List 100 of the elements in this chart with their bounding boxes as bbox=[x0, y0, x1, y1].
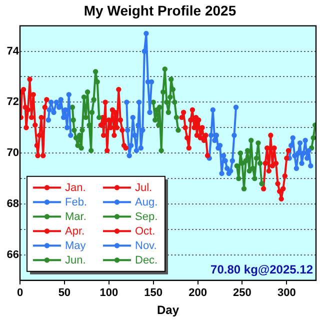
point bbox=[297, 140, 303, 146]
point bbox=[166, 110, 172, 115]
point bbox=[78, 145, 84, 151]
x-tick-label: 250 bbox=[233, 287, 252, 300]
point bbox=[83, 114, 88, 120]
point bbox=[228, 168, 234, 174]
point bbox=[233, 104, 239, 110]
point bbox=[46, 117, 52, 123]
point bbox=[208, 132, 214, 138]
y-tick-label: 68 bbox=[6, 198, 19, 210]
legend-label: Oct. bbox=[135, 226, 156, 238]
point bbox=[28, 114, 34, 120]
point bbox=[262, 160, 268, 166]
point bbox=[124, 100, 130, 105]
point bbox=[168, 94, 173, 100]
point bbox=[290, 135, 296, 140]
point bbox=[30, 92, 36, 98]
point bbox=[275, 181, 280, 186]
point bbox=[88, 148, 94, 154]
point bbox=[62, 107, 68, 112]
point bbox=[35, 153, 40, 158]
point bbox=[268, 132, 274, 138]
point bbox=[188, 117, 194, 123]
point bbox=[282, 173, 288, 179]
point bbox=[186, 145, 192, 151]
legend-label: Apr. bbox=[65, 226, 85, 238]
point bbox=[286, 148, 292, 154]
point bbox=[116, 86, 122, 92]
point bbox=[38, 114, 44, 120]
point bbox=[284, 156, 290, 161]
point bbox=[112, 132, 117, 138]
point bbox=[66, 92, 72, 98]
chart-title: My Weight Profile 2025 bbox=[84, 2, 236, 18]
point bbox=[68, 132, 74, 138]
point bbox=[280, 186, 286, 192]
point bbox=[294, 166, 300, 171]
point bbox=[270, 163, 276, 168]
point bbox=[230, 158, 236, 164]
point bbox=[266, 168, 272, 174]
point bbox=[182, 125, 188, 130]
legend-label: Jul. bbox=[135, 182, 152, 194]
legend-label: Feb. bbox=[65, 196, 88, 209]
point bbox=[224, 166, 230, 171]
y-tick-label: 74 bbox=[6, 45, 20, 58]
point bbox=[200, 125, 205, 130]
point bbox=[241, 186, 247, 192]
point bbox=[299, 160, 304, 166]
y-tick-label: 72 bbox=[6, 96, 19, 108]
x-tick-label: 0 bbox=[16, 287, 24, 300]
point bbox=[260, 186, 266, 192]
annotation: 70.80 kg@2025.12 bbox=[210, 262, 314, 277]
point bbox=[259, 181, 264, 186]
point bbox=[248, 138, 254, 143]
point bbox=[51, 110, 56, 115]
point bbox=[210, 107, 216, 112]
point bbox=[123, 145, 128, 151]
point bbox=[40, 153, 46, 158]
point bbox=[243, 158, 248, 164]
point bbox=[24, 125, 29, 130]
point bbox=[70, 104, 76, 110]
point bbox=[238, 150, 244, 156]
point bbox=[246, 168, 252, 174]
point bbox=[104, 148, 110, 154]
point bbox=[174, 114, 180, 120]
point bbox=[204, 153, 210, 158]
point bbox=[138, 145, 144, 151]
point bbox=[75, 142, 80, 148]
point bbox=[254, 156, 260, 161]
legend-label: Jun. bbox=[65, 254, 86, 267]
point bbox=[89, 110, 95, 115]
x-tick-label: 50 bbox=[58, 287, 71, 300]
point bbox=[124, 128, 130, 133]
point bbox=[54, 100, 60, 105]
point bbox=[180, 110, 186, 115]
point bbox=[100, 132, 106, 138]
point bbox=[106, 117, 112, 123]
point bbox=[194, 132, 200, 138]
point bbox=[234, 163, 240, 168]
y-tick-label: 70 bbox=[6, 147, 19, 160]
point bbox=[136, 100, 142, 105]
point bbox=[158, 148, 164, 154]
point bbox=[91, 97, 96, 102]
point bbox=[190, 107, 196, 112]
point bbox=[81, 94, 87, 100]
point bbox=[272, 145, 277, 151]
legend-label: Aug. bbox=[135, 196, 158, 209]
point bbox=[273, 160, 279, 166]
point bbox=[302, 138, 308, 143]
point bbox=[152, 117, 158, 123]
point bbox=[120, 128, 125, 133]
point bbox=[70, 117, 76, 123]
y-tick-label: 66 bbox=[6, 248, 19, 261]
x-tick-label: 200 bbox=[188, 287, 207, 300]
point bbox=[168, 76, 174, 82]
point bbox=[310, 135, 316, 140]
point bbox=[292, 153, 298, 158]
point bbox=[132, 132, 138, 138]
x-axis-title: Day bbox=[156, 303, 180, 318]
point bbox=[102, 100, 108, 105]
point bbox=[250, 166, 256, 171]
